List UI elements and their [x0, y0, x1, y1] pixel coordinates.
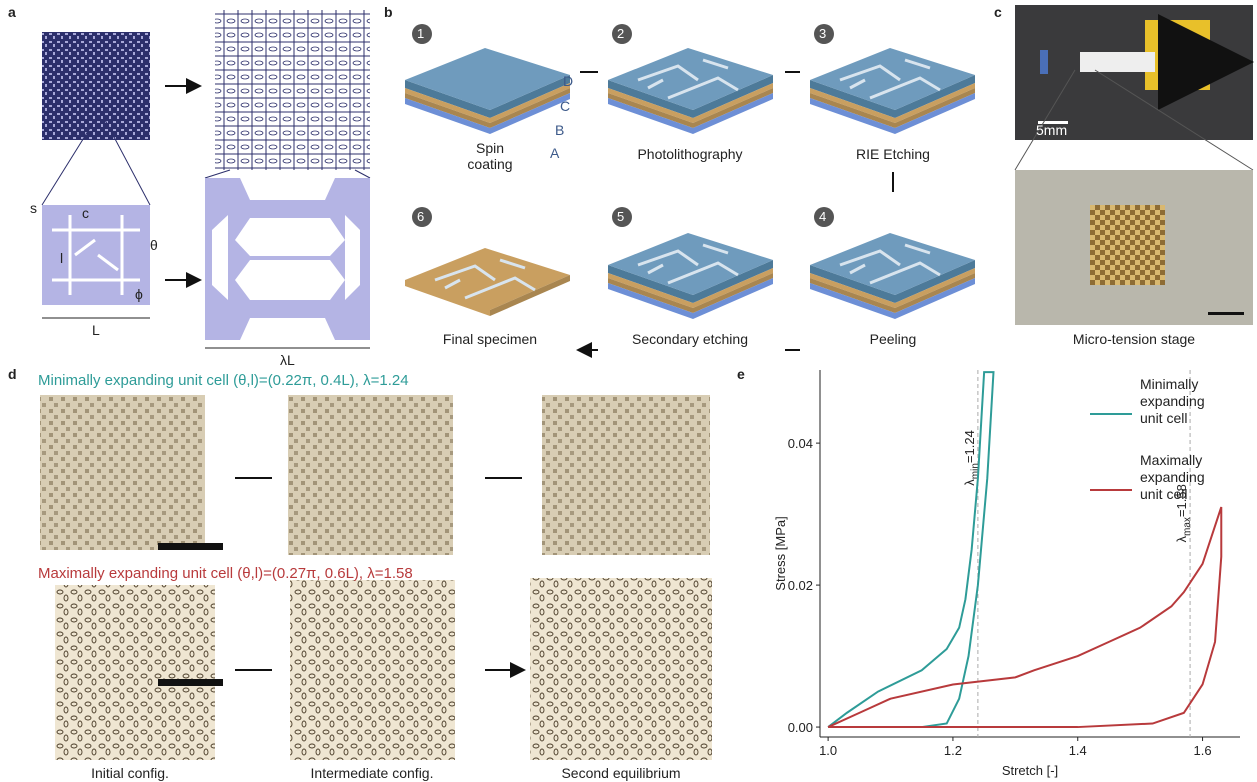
layer-label: C	[560, 98, 570, 114]
label: s	[30, 200, 37, 216]
panel-letter: d	[8, 366, 17, 382]
photo	[290, 580, 455, 760]
label: λL	[280, 352, 295, 368]
y-tick-label: 0.00	[788, 720, 813, 735]
figure: 1.0 1.2 1.4 1.6 0.00 0.02 0.04 Stretch [-] Stres…	[0, 0, 1257, 782]
panel-letter: a	[8, 4, 16, 20]
step-label: Peeling	[808, 331, 978, 347]
step-number: 6	[417, 209, 424, 224]
photo	[40, 395, 205, 550]
photo	[288, 395, 453, 555]
scale-bar	[158, 679, 223, 686]
chart: 1.0 1.2 1.4 1.6 0.00 0.02 0.04 Stretch [-] Stres…	[773, 370, 1240, 778]
x-axis-label: Stretch [-]	[1002, 763, 1058, 778]
x-tick-label: 1.6	[1194, 743, 1212, 758]
label: L	[92, 322, 100, 338]
step-label: Secondary etching	[605, 331, 775, 347]
metamaterial-sheet	[42, 32, 150, 140]
layer-label: B	[555, 122, 564, 138]
photo	[530, 578, 712, 760]
step-number: 1	[417, 26, 424, 41]
photo	[542, 395, 710, 555]
caption: Initial config.	[40, 765, 220, 781]
photo-detail	[1040, 50, 1048, 74]
label: ϕ	[135, 286, 143, 302]
y-tick-label: 0.04	[788, 436, 813, 451]
step-number: 5	[617, 209, 624, 224]
legend-label: Maximally expanding unit cell	[1140, 452, 1220, 503]
label: θ	[150, 237, 158, 253]
caption: Micro-tension stage	[1015, 331, 1253, 347]
step-label: RIE Etching	[808, 146, 978, 162]
data-line	[828, 507, 1221, 727]
layer-label: A	[550, 145, 559, 161]
x-tick-label: 1.2	[944, 743, 962, 758]
unit-cell	[42, 205, 150, 305]
scale-bar	[1208, 312, 1244, 315]
step-label: Spin coating	[455, 140, 525, 172]
row-title: Maximally expanding unit cell (θ,l)=(0.2…	[38, 565, 413, 582]
figure-graphics: 1.0 1.2 1.4 1.6 0.00 0.02 0.04 Stretch [-] Stres…	[0, 0, 1257, 782]
y-axis-label: Stress [MPa]	[773, 516, 788, 590]
photo-stage	[1015, 5, 1253, 140]
photo	[55, 585, 215, 760]
y-tick-label: 0.02	[788, 578, 813, 593]
legend-label: Minimally expanding unit cell	[1140, 376, 1220, 427]
annotation-subscript: max	[1182, 517, 1193, 536]
step-number: 4	[819, 209, 826, 224]
scale-label: 5mm	[1036, 122, 1067, 138]
final-specimen	[405, 248, 570, 316]
step-label: Final specimen	[405, 331, 575, 347]
panel-letter: e	[737, 366, 745, 382]
x-tick-label: 1.4	[1069, 743, 1087, 758]
layer-label: D	[563, 73, 573, 89]
panel-letter: b	[384, 4, 393, 20]
scale-bar	[158, 543, 223, 550]
photo-detail	[1080, 52, 1155, 72]
step-number: 2	[617, 26, 624, 41]
caption: Intermediate config.	[282, 765, 462, 781]
data-line	[828, 372, 993, 727]
caption: Second equilibrium	[530, 765, 712, 781]
x-tick-label: 1.0	[819, 743, 837, 758]
label: l	[60, 250, 63, 266]
step-number: 3	[819, 26, 826, 41]
specimen-photo	[1090, 205, 1165, 285]
expanded-sheet	[215, 10, 370, 170]
label: c	[82, 205, 89, 221]
panel-letter: c	[994, 4, 1002, 20]
row-title: Minimally expanding unit cell (θ,l)=(0.2…	[38, 372, 409, 389]
step-label: Photolithography	[605, 146, 775, 162]
annotation-value: =1.24	[962, 430, 977, 463]
zoom-lines	[205, 170, 370, 178]
